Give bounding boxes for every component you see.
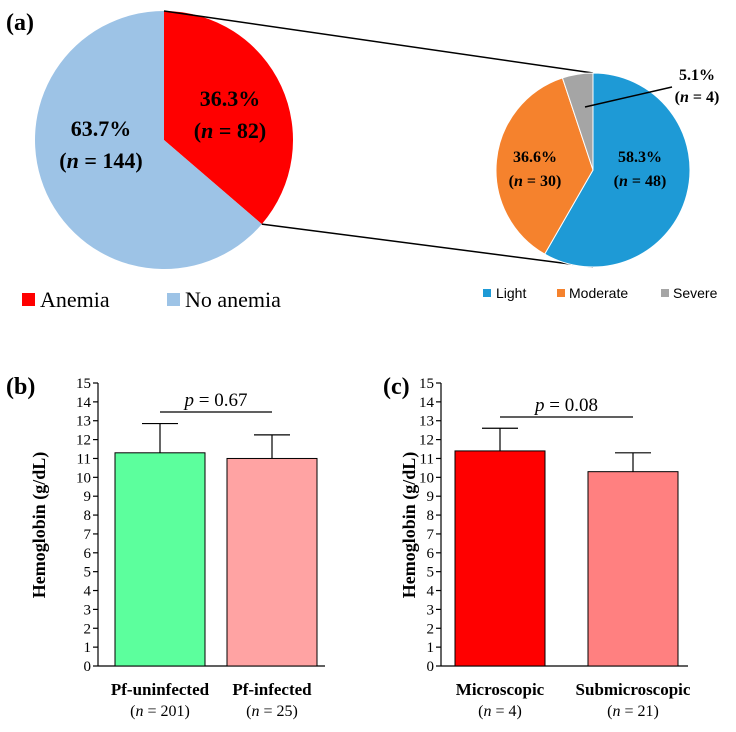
- y-tick-label: 8: [427, 508, 435, 524]
- pie-slice-light: [543, 72, 691, 268]
- bar-submicroscopic: [587, 471, 679, 667]
- slice-label-severe-n: (n = 4): [675, 89, 720, 106]
- slice-label-light-n: (n = 48): [614, 173, 667, 190]
- y-tick-label: 8: [84, 508, 92, 524]
- slice-label-anemia-n: (n = 82): [194, 118, 266, 143]
- y-tick-label: 0: [84, 659, 92, 675]
- p-value-label: p = 0.08: [533, 395, 598, 416]
- bar-pf-infected: [226, 457, 318, 667]
- y-tick-label: 13: [76, 414, 91, 430]
- y-tick-label: 10: [76, 470, 91, 486]
- y-tick-label: 2: [84, 621, 92, 637]
- y-tick-label: 6: [427, 546, 435, 562]
- y-axis-label-b: Hemoglobin (g/dL): [29, 452, 50, 599]
- y-tick-label: 9: [84, 489, 92, 505]
- connector-line-bottom: [261, 223, 594, 268]
- y-tick-label: 4: [427, 584, 435, 600]
- y-tick-label: 3: [84, 602, 92, 618]
- main-pie-chart: [35, 11, 294, 269]
- pie-connector-lines: [163, 10, 594, 268]
- slice-label-no-anemia-percent: 63.7%: [71, 116, 132, 141]
- pie-slice-no-anemia: [35, 11, 262, 269]
- y-tick-label: 6: [84, 546, 92, 562]
- panel-label-a: (a): [6, 10, 34, 36]
- y-tick-label: 7: [427, 527, 435, 543]
- y-tick-label: 12: [76, 433, 91, 449]
- p-value-label: p = 0.67: [183, 390, 248, 411]
- x-n-label: (n = 25): [246, 703, 298, 720]
- severe-leader-line: [584, 86, 673, 108]
- x-category-label: Submicroscopic: [576, 680, 691, 699]
- slice-label-light-percent: 58.3%: [618, 149, 662, 166]
- y-tick-label: 3: [427, 602, 435, 618]
- legend-label-light: Light: [496, 285, 526, 301]
- legend-swatch-light: [483, 289, 491, 297]
- legend-label-severe: Severe: [673, 285, 718, 301]
- pie-slice-severe: [561, 72, 594, 171]
- x-category-label: Pf-infected: [232, 680, 312, 699]
- legend-label-anemia: Anemia: [40, 287, 110, 312]
- bar-microscopic: [454, 450, 546, 667]
- y-tick-label: 0: [427, 659, 435, 675]
- connector-line-top: [163, 10, 594, 74]
- legend-swatch-severe: [661, 289, 669, 297]
- legend-label-moderate: Moderate: [569, 285, 628, 301]
- y-axis-label-c: Hemoglobin (g/dL): [399, 452, 420, 599]
- slice-label-moderate-n: (n = 30): [509, 173, 562, 190]
- y-tick-label: 11: [77, 451, 91, 467]
- y-tick-label: 4: [84, 584, 92, 600]
- y-tick-label: 1: [427, 640, 435, 656]
- y-tick-label: 5: [427, 565, 435, 581]
- y-tick-label: 9: [427, 489, 435, 505]
- y-tick-label: 7: [84, 527, 92, 543]
- slice-label-anemia-percent: 36.3%: [200, 86, 261, 111]
- x-category-label: Pf-uninfected: [111, 680, 210, 699]
- y-tick-label: 15: [419, 376, 434, 392]
- x-n-label: (n = 201): [130, 703, 190, 720]
- legend-label-no-anemia: No anemia: [185, 287, 281, 312]
- panel-label-b: (b): [6, 374, 35, 400]
- y-tick-label: 13: [419, 414, 434, 430]
- y-tick-label: 1: [84, 640, 92, 656]
- x-n-label: (n = 4): [478, 703, 522, 720]
- y-tick-label: 11: [420, 451, 434, 467]
- y-tick-label: 14: [76, 395, 92, 411]
- panel-label-c: (c): [383, 374, 410, 400]
- x-category-label: Microscopic: [456, 680, 545, 699]
- x-n-label: (n = 21): [607, 703, 659, 720]
- legend-swatch-moderate: [557, 289, 565, 297]
- slice-label-severe-percent: 5.1%: [679, 67, 715, 84]
- slice-label-moderate-percent: 36.6%: [513, 149, 557, 166]
- y-tick-label: 2: [427, 621, 435, 637]
- severity-pie-chart: [495, 72, 691, 268]
- legend-swatch-anemia: [22, 293, 35, 306]
- pie-slice-anemia: [164, 11, 294, 225]
- y-tick-label: 10: [419, 470, 434, 486]
- bar-pf-uninfected: [114, 452, 206, 667]
- y-tick-label: 14: [419, 395, 435, 411]
- pie-slice-moderate: [495, 77, 594, 255]
- slice-label-no-anemia-n: (n = 144): [59, 148, 142, 173]
- legend-swatch-no-anemia: [167, 293, 180, 306]
- y-tick-label: 5: [84, 565, 92, 581]
- y-tick-label: 15: [76, 376, 91, 392]
- y-tick-label: 12: [419, 433, 434, 449]
